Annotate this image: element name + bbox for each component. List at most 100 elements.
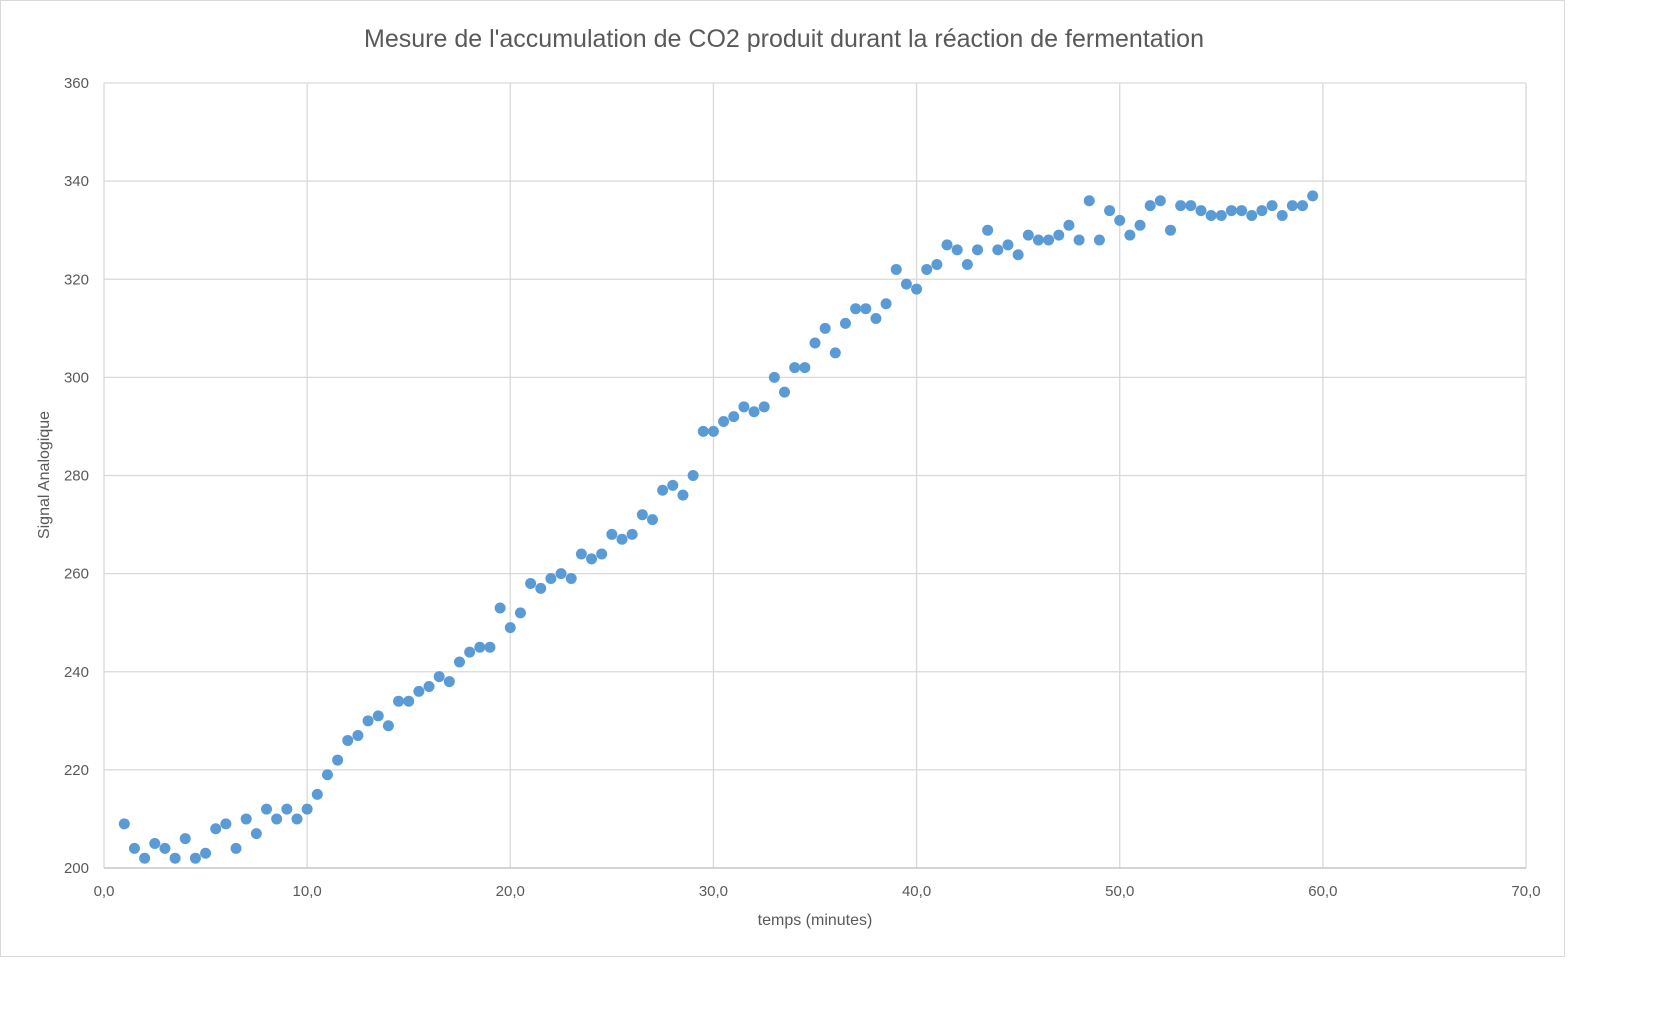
data-point bbox=[139, 852, 151, 864]
data-point bbox=[250, 828, 262, 840]
data-point bbox=[1195, 205, 1207, 217]
data-point bbox=[1236, 205, 1248, 217]
data-point bbox=[413, 685, 425, 697]
data-point bbox=[159, 842, 171, 854]
data-point bbox=[951, 244, 963, 256]
data-point bbox=[1134, 219, 1146, 231]
chart-frame: Mesure de l'accumulation de CO2 produit … bbox=[0, 0, 1565, 957]
y-tick-label: 340 bbox=[64, 173, 89, 190]
data-point bbox=[1246, 209, 1258, 221]
data-point bbox=[301, 803, 313, 815]
data-point bbox=[1073, 234, 1085, 246]
data-point bbox=[474, 641, 486, 653]
data-point bbox=[423, 680, 435, 692]
data-point bbox=[504, 622, 516, 634]
data-point bbox=[870, 313, 882, 324]
scatter-chart: Mesure de l'accumulation de CO2 produit … bbox=[36, 25, 1541, 929]
data-point bbox=[1256, 205, 1268, 217]
data-point bbox=[911, 283, 923, 295]
data-point bbox=[271, 813, 283, 825]
data-point bbox=[779, 386, 791, 398]
data-point bbox=[494, 602, 506, 614]
data-point bbox=[687, 470, 699, 481]
data-point bbox=[321, 769, 333, 781]
data-point bbox=[1307, 190, 1319, 202]
data-point bbox=[372, 710, 384, 722]
data-point bbox=[1043, 234, 1055, 246]
data-point bbox=[707, 425, 719, 437]
data-point bbox=[728, 411, 740, 423]
data-point bbox=[230, 842, 242, 854]
data-point bbox=[890, 263, 902, 275]
data-point bbox=[1297, 200, 1309, 212]
data-points bbox=[118, 190, 1319, 864]
y-tick-label: 200 bbox=[64, 860, 89, 877]
x-axis-title: temps (minutes) bbox=[758, 912, 873, 929]
data-point bbox=[596, 548, 608, 560]
x-tick-label: 30,0 bbox=[699, 883, 728, 900]
data-point bbox=[575, 548, 587, 560]
data-point bbox=[200, 847, 212, 859]
x-tick-label: 10,0 bbox=[293, 883, 322, 900]
data-point bbox=[616, 533, 628, 545]
data-point bbox=[1053, 229, 1065, 241]
data-point bbox=[454, 656, 465, 668]
data-point bbox=[1215, 209, 1227, 221]
data-point bbox=[1104, 205, 1116, 217]
data-point bbox=[514, 607, 526, 619]
data-point bbox=[1165, 224, 1176, 236]
data-point bbox=[697, 425, 709, 437]
data-point bbox=[758, 401, 770, 413]
data-point bbox=[240, 813, 252, 825]
data-point bbox=[1144, 200, 1156, 212]
data-point bbox=[799, 362, 811, 374]
data-point bbox=[860, 303, 872, 315]
data-point bbox=[1276, 209, 1288, 221]
data-point bbox=[311, 788, 323, 800]
y-tick-label: 280 bbox=[64, 468, 89, 485]
y-tick-label: 240 bbox=[64, 664, 89, 681]
data-point bbox=[1175, 200, 1187, 212]
data-point bbox=[748, 406, 760, 418]
data-point bbox=[1002, 239, 1014, 251]
data-point bbox=[718, 416, 730, 428]
data-point bbox=[1154, 195, 1166, 207]
data-point bbox=[880, 298, 892, 310]
data-point bbox=[382, 720, 394, 732]
data-point bbox=[768, 371, 780, 383]
data-point bbox=[636, 509, 648, 521]
y-axis-title: Signal Analogique bbox=[36, 411, 53, 539]
data-point bbox=[961, 259, 973, 271]
x-tick-label: 50,0 bbox=[1105, 883, 1134, 900]
data-point bbox=[921, 263, 933, 275]
data-point bbox=[1032, 234, 1044, 246]
data-point bbox=[1083, 195, 1095, 207]
data-point bbox=[433, 671, 445, 683]
y-tick-label: 320 bbox=[64, 271, 89, 288]
y-tick-label: 260 bbox=[64, 566, 89, 583]
data-point bbox=[819, 322, 831, 334]
data-point bbox=[606, 528, 618, 540]
data-point bbox=[992, 244, 1004, 256]
data-point bbox=[1063, 219, 1075, 231]
y-axis-tick-labels: 200 220 240 260 280 300 320 340 360 bbox=[64, 75, 89, 877]
data-point bbox=[261, 803, 273, 815]
data-point bbox=[210, 823, 222, 835]
data-point bbox=[850, 303, 862, 315]
data-point bbox=[972, 244, 984, 256]
data-point bbox=[128, 842, 140, 854]
data-point bbox=[1124, 229, 1136, 241]
data-point bbox=[443, 676, 455, 688]
data-point bbox=[565, 573, 577, 585]
data-point bbox=[931, 259, 943, 271]
data-point bbox=[1012, 249, 1024, 261]
data-point bbox=[1185, 200, 1197, 212]
data-point bbox=[626, 528, 638, 540]
data-point bbox=[535, 582, 547, 594]
y-tick-label: 360 bbox=[64, 75, 89, 92]
data-point bbox=[169, 852, 181, 864]
data-point bbox=[1266, 200, 1278, 212]
data-point bbox=[149, 837, 161, 849]
x-tick-label: 70,0 bbox=[1511, 883, 1540, 900]
data-point bbox=[1022, 229, 1034, 241]
